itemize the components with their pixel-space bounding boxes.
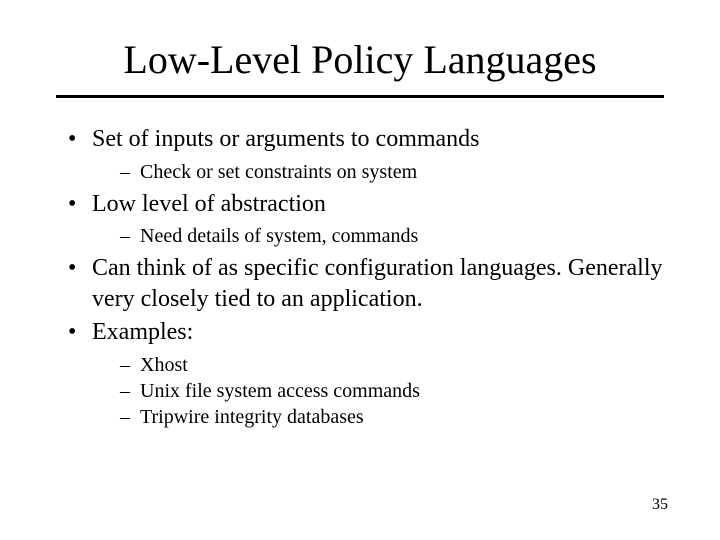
list-item: Unix file system access commands bbox=[120, 378, 672, 404]
sub-list: Need details of system, commands bbox=[92, 223, 672, 249]
sub-bullet-text: Xhost bbox=[140, 354, 188, 376]
slide: Low-Level Policy Languages Set of inputs… bbox=[0, 0, 720, 540]
bullet-text: Can think of as specific configuration l… bbox=[92, 255, 662, 312]
sub-bullet-text: Need details of system, commands bbox=[140, 225, 418, 247]
page-number: 35 bbox=[652, 496, 668, 514]
sub-bullet-text: Tripwire integrity databases bbox=[140, 406, 364, 428]
list-item: Low level of abstraction Need details of… bbox=[68, 189, 672, 250]
slide-title: Low-Level Policy Languages bbox=[48, 36, 672, 83]
sub-list: Check or set constraints on system bbox=[92, 159, 672, 185]
bullet-text: Set of inputs or arguments to commands bbox=[92, 126, 480, 152]
list-item: Can think of as specific configuration l… bbox=[68, 253, 672, 314]
bullet-list: Set of inputs or arguments to commands C… bbox=[48, 124, 672, 430]
bullet-text: Examples: bbox=[92, 319, 193, 345]
list-item: Tripwire integrity databases bbox=[120, 404, 672, 430]
list-item: Xhost bbox=[120, 352, 672, 378]
list-item: Examples: Xhost Unix file system access … bbox=[68, 317, 672, 430]
bullet-text: Low level of abstraction bbox=[92, 191, 326, 217]
list-item: Need details of system, commands bbox=[120, 223, 672, 249]
sub-bullet-text: Unix file system access commands bbox=[140, 380, 420, 402]
sub-bullet-text: Check or set constraints on system bbox=[140, 161, 417, 183]
sub-list: Xhost Unix file system access commands T… bbox=[92, 352, 672, 430]
title-underline bbox=[56, 95, 664, 98]
list-item: Check or set constraints on system bbox=[120, 159, 672, 185]
list-item: Set of inputs or arguments to commands C… bbox=[68, 124, 672, 185]
